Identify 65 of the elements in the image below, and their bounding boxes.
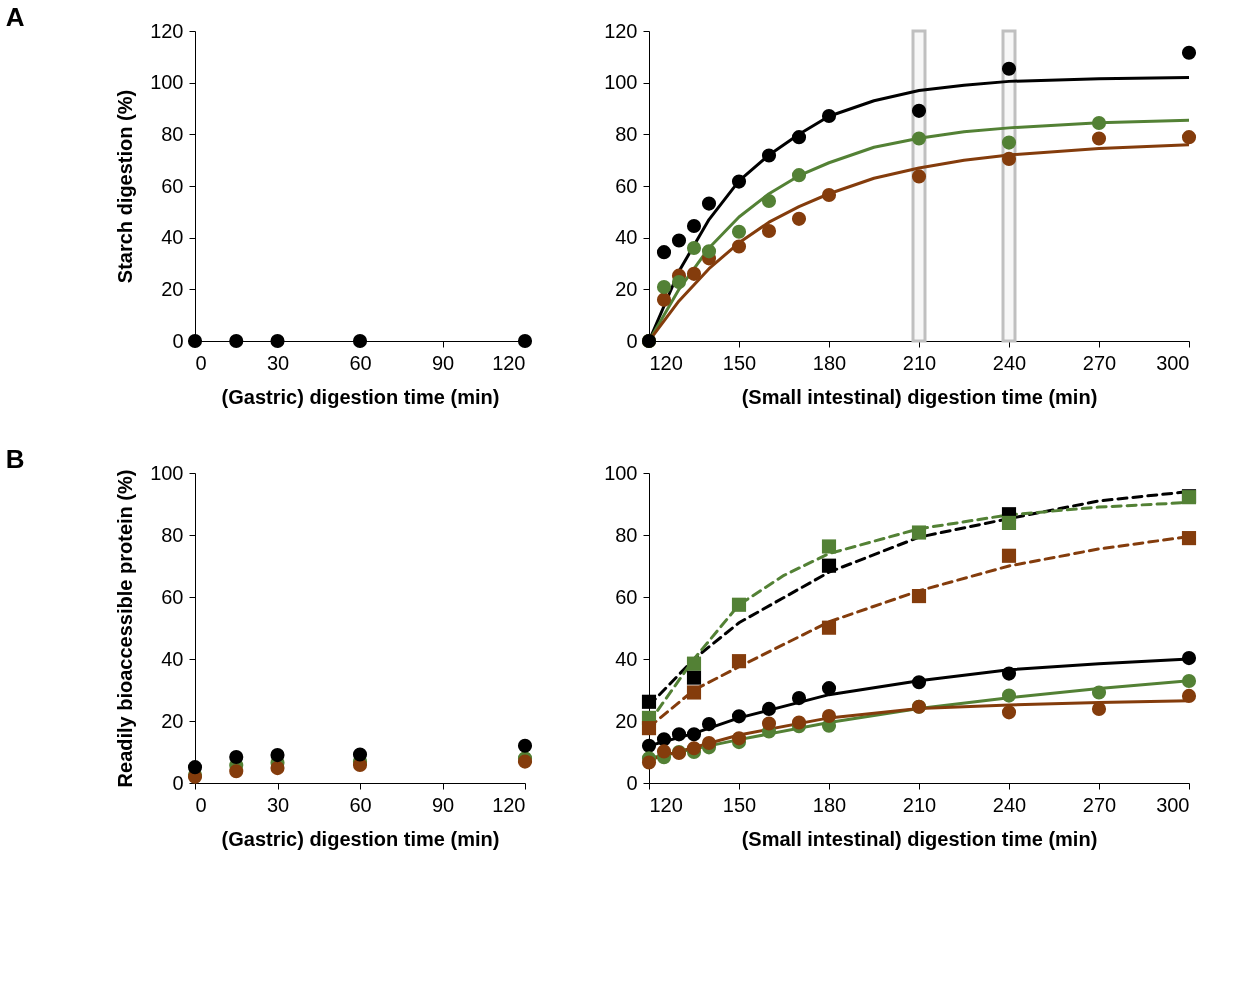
- x-axis-title: (Small intestinal) digestion time (min): [741, 827, 1098, 850]
- y-tick-label: 100: [604, 461, 638, 484]
- y-tick-label: 0: [172, 771, 184, 794]
- x-tick-label: 180: [812, 793, 847, 816]
- y-tick-label: 40: [615, 226, 638, 249]
- y-axis-title: Readily bioaccessible protein (%): [114, 469, 137, 788]
- y-tick-label: 60: [615, 585, 638, 608]
- x-tick-label: 240: [992, 351, 1027, 374]
- point: [187, 760, 203, 775]
- y-tick-label: 80: [615, 523, 638, 546]
- y-axis-title: Starch digestion (%): [114, 89, 137, 284]
- x-tick-label: 30: [266, 351, 290, 374]
- point: [270, 748, 285, 763]
- x-axis-title: (Gastric) digestion time (min): [221, 385, 500, 408]
- x-tick-label: 240: [992, 793, 1027, 816]
- x-tick-label: 300: [1156, 793, 1190, 816]
- x-tick-label: 210: [902, 793, 937, 816]
- chart-title: A: [5, 2, 25, 32]
- y-tick-label: 20: [615, 709, 638, 732]
- x-tick-label: 150: [722, 793, 757, 816]
- y-tick-label: 80: [615, 122, 638, 145]
- point: [517, 738, 533, 753]
- x-tick-label: 90: [431, 351, 455, 374]
- x-tick-label: 210: [902, 351, 937, 374]
- x-tick-label: 120: [649, 793, 683, 816]
- x-tick-label: 270: [1082, 351, 1117, 374]
- y-tick-label: 120: [604, 19, 638, 42]
- y-tick-label: 20: [615, 277, 638, 300]
- point: [229, 764, 244, 779]
- x-tick-label: 0: [195, 793, 207, 816]
- x-axis-title: (Small intestinal) digestion time (min): [741, 385, 1098, 408]
- y-tick-label: 0: [172, 329, 184, 352]
- y-tick-label: 20: [161, 709, 184, 732]
- y-tick-label: 60: [615, 174, 638, 197]
- y-tick-label: 100: [150, 461, 184, 484]
- x-tick-label: 120: [649, 351, 683, 374]
- point: [229, 749, 244, 765]
- x-tick-label: 120: [492, 351, 526, 374]
- x-axis-title: (Gastric) digestion time (min): [221, 827, 500, 850]
- x-tick-label: 60: [349, 351, 372, 374]
- y-tick-label: 0: [626, 329, 638, 352]
- chart-title: B: [5, 444, 25, 474]
- y-tick-label: 60: [161, 585, 184, 608]
- x-tick-label: 120: [492, 793, 526, 816]
- point: [270, 761, 285, 776]
- x-tick-label: 60: [349, 793, 372, 816]
- y-tick-label: 100: [150, 71, 184, 94]
- y-tick-label: 80: [161, 122, 184, 145]
- y-tick-label: 80: [161, 523, 184, 546]
- y-tick-label: 0: [626, 771, 638, 794]
- x-tick-label: 300: [1156, 351, 1190, 374]
- y-tick-label: 60: [161, 174, 184, 197]
- x-tick-label: 0: [195, 351, 207, 374]
- x-tick-label: 90: [431, 793, 455, 816]
- x-tick-label: 30: [266, 793, 290, 816]
- x-tick-label: 150: [722, 351, 757, 374]
- x-tick-label: 180: [812, 351, 847, 374]
- y-tick-label: 120: [150, 19, 184, 42]
- y-tick-label: 40: [161, 647, 184, 670]
- y-tick-label: 40: [615, 647, 638, 670]
- y-tick-label: 100: [604, 71, 638, 94]
- y-tick-label: 40: [161, 226, 184, 249]
- point: [352, 747, 368, 762]
- x-tick-label: 270: [1082, 793, 1117, 816]
- y-tick-label: 20: [161, 277, 184, 300]
